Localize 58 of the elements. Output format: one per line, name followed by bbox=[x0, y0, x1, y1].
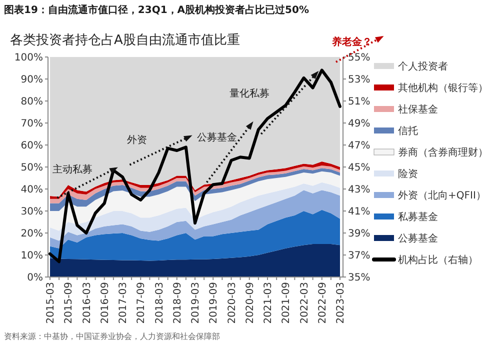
y-tick-label: 80% bbox=[20, 96, 43, 108]
x-tick-label: 2020-03 bbox=[226, 282, 238, 324]
x-tick-label: 2017-09 bbox=[136, 282, 148, 324]
y-tick-label: 60% bbox=[20, 140, 43, 152]
annotation: 公募基金 bbox=[196, 132, 237, 144]
x-tick-label: 2021-03 bbox=[263, 282, 274, 324]
x-tick-label: 2018-09 bbox=[172, 282, 184, 324]
annotation: 外资 bbox=[127, 134, 148, 146]
chart-subtitle: 各类投资者持仓占A股自由流通市值比重 bbox=[10, 32, 240, 48]
legend-label: 券商（含券商理财） bbox=[398, 146, 488, 158]
y2-tick-label: 47% bbox=[348, 140, 370, 152]
y2-tick-label: 45% bbox=[348, 162, 370, 174]
y2-tick-label: 55% bbox=[348, 52, 370, 64]
legend-label: 社保基金 bbox=[398, 104, 438, 116]
x-tick-label: 2016-09 bbox=[100, 282, 111, 324]
line-series bbox=[48, 68, 342, 264]
y2-tick-label: 35% bbox=[348, 272, 370, 284]
y-tick-label: 50% bbox=[20, 162, 43, 174]
x-tick-label: 2021-09 bbox=[281, 282, 292, 324]
legend-label: 信托 bbox=[398, 125, 418, 137]
x-tick-label: 2016-03 bbox=[82, 282, 93, 324]
legend-label: 个人投资者 bbox=[398, 60, 448, 72]
y-tick-label: 10% bbox=[20, 250, 43, 262]
text: 资料来源：中基协，中国证券业协会，人力资源和社会保障部 bbox=[4, 332, 220, 341]
x-tick-label: 2015-09 bbox=[64, 282, 75, 324]
y-tick-label: 20% bbox=[20, 228, 43, 240]
x-tick-label: 2017-03 bbox=[118, 282, 129, 324]
x-tick-label: 2018-03 bbox=[154, 282, 166, 324]
x-tick-label: 2019-09 bbox=[208, 282, 220, 324]
y-tick-label: 100% bbox=[14, 52, 43, 64]
text: 养老金？ bbox=[331, 36, 372, 48]
legend-label: 险资 bbox=[398, 168, 418, 180]
legend-label: 外资（北向+QFII） bbox=[398, 190, 486, 202]
y-tick-label: 30% bbox=[20, 206, 43, 218]
x-tick-label: 2022-09 bbox=[317, 282, 328, 324]
y-tick-label: 0% bbox=[27, 272, 43, 284]
x-tick-label: 2020-09 bbox=[244, 282, 256, 324]
y2-tick-label: 41% bbox=[348, 206, 370, 218]
y2-tick-label: 53% bbox=[348, 74, 370, 86]
legend-label: 其他机构（银行等） bbox=[398, 82, 488, 94]
x-tick-label: 2022-03 bbox=[299, 282, 310, 324]
legend-label: 公募基金 bbox=[398, 232, 438, 244]
x-tick-label: 2015-03 bbox=[46, 282, 56, 324]
x-tick-label: 2023-03 bbox=[336, 282, 346, 324]
y-tick-label: 70% bbox=[20, 118, 43, 130]
y2-tick-label: 49% bbox=[348, 118, 370, 130]
y-tick-label: 40% bbox=[20, 184, 43, 196]
annotation: 量化私募 bbox=[229, 88, 270, 100]
legend-label: 私募基金 bbox=[398, 211, 438, 223]
x-tick-label: 2019-03 bbox=[190, 282, 202, 324]
y2-tick-label: 39% bbox=[348, 228, 370, 240]
y2-tick-label: 51% bbox=[348, 96, 370, 108]
y2-tick-label: 43% bbox=[348, 184, 370, 196]
y-tick-label: 90% bbox=[20, 74, 43, 86]
chart-title: 图表19：自由流通市值口径，23Q1，A股机构投资者占比已过50% bbox=[4, 4, 309, 16]
annotation: 主动私募 bbox=[52, 164, 93, 176]
legend-label: 机构占比（右轴） bbox=[398, 254, 478, 266]
y2-tick-label: 37% bbox=[348, 250, 370, 262]
